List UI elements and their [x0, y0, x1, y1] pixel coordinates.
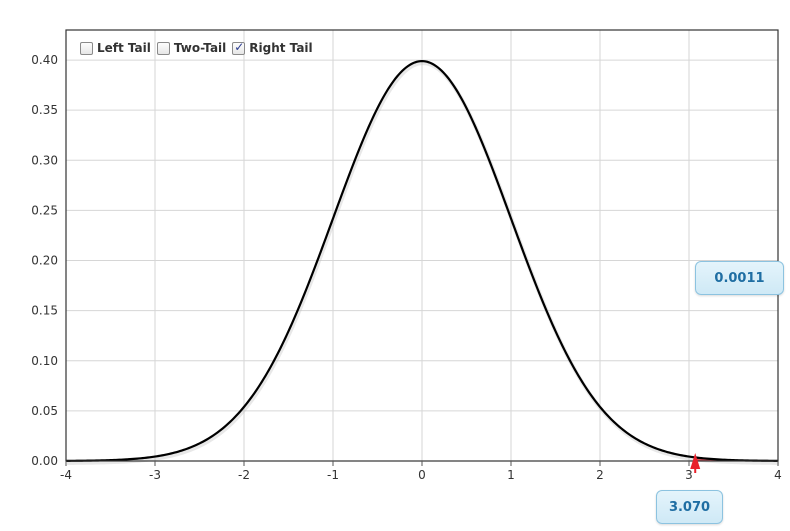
density-curve — [65, 60, 779, 462]
x-tick-label: 4 — [774, 468, 782, 482]
y-tick-label: 0.00 — [31, 454, 58, 468]
left-tail-checkbox[interactable] — [80, 41, 93, 55]
x-tick-label: 1 — [507, 468, 515, 482]
x-tick-label: -2 — [238, 468, 250, 482]
y-tick-label: 0.05 — [31, 404, 58, 418]
tail-area-value: 0.0011 — [714, 270, 765, 286]
y-tick-label: 0.10 — [31, 354, 58, 368]
curve-layer — [65, 60, 780, 465]
y-tick-label: 0.40 — [31, 53, 58, 67]
right-tail-checkbox[interactable] — [232, 40, 246, 55]
left-tail-option[interactable]: Left Tail — [80, 41, 151, 55]
critical-value-callout[interactable]: 3.070 — [656, 490, 723, 524]
critical-value-label: 3.070 — [668, 499, 711, 515]
tail-area-callout[interactable]: 0.0011 — [695, 261, 784, 295]
curve-shadow — [66, 61, 780, 465]
two-tail-label: Two-Tail — [173, 41, 227, 55]
x-tick-label: -4 — [60, 468, 72, 482]
y-tick-label: 0.35 — [31, 103, 58, 117]
right-tail-label: Right Tail — [249, 41, 313, 55]
tick-labels: -4 -3 -2 -1 0 1 2 3 4 0.00 0.05 0.10 0.15 0.20 0.25 0.3… — [31, 53, 782, 482]
y-tick-label: 0.20 — [31, 254, 58, 268]
tail-selector: Left Tail Two-Tail Right Tail — [80, 40, 319, 55]
x-tick-label: 3 — [685, 468, 693, 482]
x-tick-label: -1 — [327, 468, 339, 482]
critical-arrow — [690, 453, 701, 469]
y-tick-label: 0.15 — [31, 304, 58, 318]
y-tick-label: 0.25 — [31, 203, 58, 217]
grid — [65, 30, 779, 462]
critical-marker — [690, 453, 701, 473]
right-tail-option[interactable]: Right Tail — [232, 40, 313, 55]
two-tail-option[interactable]: Two-Tail — [156, 41, 227, 55]
y-tick-label: 0.30 — [31, 153, 58, 167]
two-tail-checkbox[interactable] — [156, 41, 170, 55]
left-tail-label: Left Tail — [97, 41, 151, 55]
x-tick-label: 0 — [418, 468, 426, 482]
x-tick-label: 2 — [596, 468, 604, 482]
x-tick-label: -3 — [149, 468, 161, 482]
